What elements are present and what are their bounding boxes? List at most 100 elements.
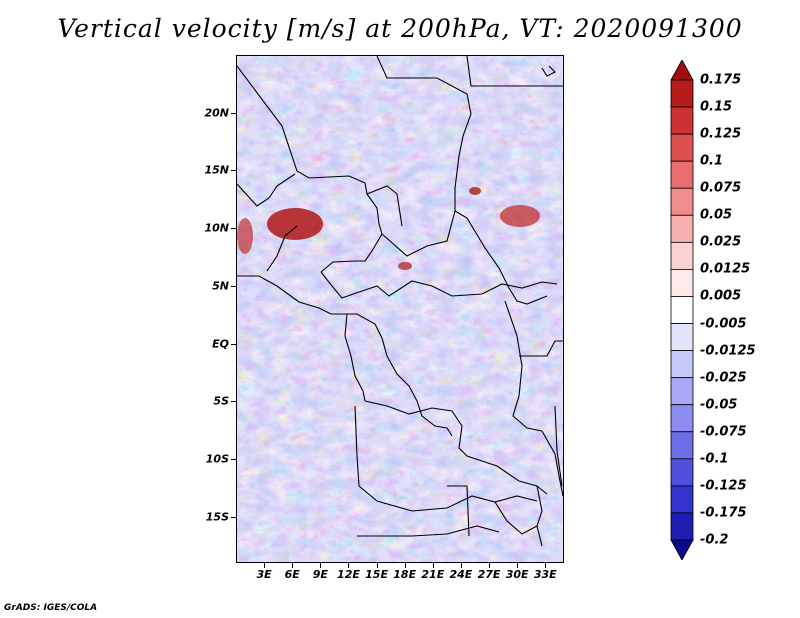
colorbar-segment bbox=[670, 323, 694, 351]
colorbar-label: 0.05 bbox=[700, 207, 733, 223]
colorbar-label: -0.005 bbox=[700, 316, 747, 332]
malawi-border bbox=[536, 485, 543, 547]
updraft-patch bbox=[500, 205, 540, 227]
egypt-libya-border bbox=[466, 56, 563, 87]
lake-tanganyika-border bbox=[541, 430, 563, 497]
vertical-velocity-map bbox=[237, 56, 563, 562]
colorbar-label: -0.05 bbox=[700, 397, 738, 413]
colorbar-label: -0.025 bbox=[700, 370, 747, 386]
colorbar-segment bbox=[670, 60, 694, 81]
longitude-tick bbox=[264, 563, 266, 568]
latitude-tick bbox=[231, 285, 236, 287]
colorbar-segment bbox=[670, 160, 694, 189]
map-frame bbox=[236, 55, 564, 563]
colorbar-label: 0.15 bbox=[700, 99, 733, 115]
niger-chad-border bbox=[237, 65, 383, 273]
colorbar-segment bbox=[670, 241, 694, 270]
lake-border bbox=[554, 405, 563, 487]
longitude-tick-label: 6E bbox=[284, 568, 300, 581]
longitude-tick-label: 27E bbox=[477, 568, 501, 581]
longitude-tick-label: 33E bbox=[533, 568, 557, 581]
colorbar-segment bbox=[670, 214, 694, 243]
chart-title: Vertical velocity [m/s] at 200hPa, VT: 2… bbox=[57, 14, 743, 43]
longitude-tick bbox=[320, 563, 322, 568]
colorbar-segment bbox=[670, 350, 694, 379]
longitude-tick-label: 9E bbox=[312, 568, 328, 581]
longitude-tick-label: 30E bbox=[505, 568, 529, 581]
colorbar-label: -0.0125 bbox=[700, 343, 756, 359]
coast-fragment bbox=[541, 65, 556, 77]
colorbar-label: -0.175 bbox=[700, 505, 747, 521]
latitude-tick bbox=[231, 401, 236, 403]
colorbar-segment bbox=[670, 296, 694, 324]
niger-south-border bbox=[237, 173, 296, 207]
colorbar-segment bbox=[670, 133, 694, 162]
latitude-tick-label: 10N bbox=[204, 221, 229, 235]
updraft-patch bbox=[398, 262, 412, 270]
chad-car-border bbox=[381, 210, 456, 257]
latitude-tick-label: 20N bbox=[204, 106, 229, 120]
strong-updraft-patches bbox=[237, 187, 540, 270]
latitude-tick-label: 15S bbox=[205, 510, 229, 524]
sudan-south-border bbox=[508, 287, 548, 305]
latitude-tick-label: 5N bbox=[212, 279, 229, 293]
updraft-patch bbox=[237, 218, 253, 254]
colorbar-segment bbox=[670, 539, 694, 560]
colorbar-segment bbox=[670, 458, 694, 487]
grads-footer: GrADS: IGES/COLA bbox=[4, 603, 98, 613]
longitude-tick bbox=[432, 563, 434, 568]
colorbar-label: 0.0125 bbox=[700, 261, 751, 277]
longitude-tick bbox=[489, 563, 491, 568]
colorbar-label: 0.025 bbox=[700, 234, 742, 250]
chad-east-border bbox=[366, 185, 403, 227]
colorbar-label: -0.1 bbox=[700, 451, 729, 467]
colorbar-label: 0.005 bbox=[700, 288, 742, 304]
country-borders bbox=[237, 56, 563, 547]
longitude-tick bbox=[376, 563, 378, 568]
car-south-border bbox=[320, 271, 558, 299]
longitude-tick-label: 24E bbox=[449, 568, 473, 581]
latitude-tick bbox=[231, 170, 236, 172]
longitude-tick-label: 12E bbox=[337, 568, 360, 581]
longitude-tick-label: 15E bbox=[365, 568, 388, 581]
latitude-tick-label: EQ bbox=[212, 337, 229, 351]
colorbar-label: 0.175 bbox=[700, 72, 742, 88]
nigeria-cameroon-border bbox=[266, 225, 298, 272]
latitude-tick bbox=[231, 459, 236, 461]
zambia-west-border bbox=[447, 485, 470, 537]
longitude-tick bbox=[460, 563, 462, 568]
updraft-patch bbox=[469, 187, 481, 195]
colorbar-segment bbox=[670, 485, 694, 514]
colorbar bbox=[670, 60, 694, 560]
colorbar-label: -0.075 bbox=[700, 424, 747, 440]
latitude-tick-label: 10S bbox=[205, 452, 229, 466]
longitude-tick bbox=[348, 563, 350, 568]
zambia-south-border bbox=[494, 501, 538, 535]
colorbar-segment bbox=[670, 512, 694, 541]
latitude-tick-label: 5S bbox=[213, 394, 229, 408]
coastline-gulf bbox=[237, 275, 332, 315]
latitude-tick-label: 15N bbox=[204, 163, 229, 177]
updraft-patch bbox=[267, 208, 323, 240]
colorbar-label: 0.125 bbox=[700, 126, 742, 142]
namibia-border bbox=[357, 525, 500, 537]
colorbar-label: -0.2 bbox=[700, 532, 729, 548]
longitude-tick-label: 21E bbox=[421, 568, 445, 581]
congo-border bbox=[331, 313, 453, 437]
sudan-west-border bbox=[376, 56, 510, 289]
colorbar-label: 0.1 bbox=[700, 153, 724, 169]
latitude-tick bbox=[231, 112, 236, 114]
gabon-border bbox=[344, 313, 366, 402]
colorbar-segment bbox=[670, 431, 694, 460]
angola-border bbox=[354, 405, 538, 512]
drc-south-border bbox=[364, 400, 548, 495]
colorbar-segment bbox=[670, 79, 694, 108]
colorbar-segment bbox=[670, 404, 694, 433]
latitude-tick bbox=[231, 516, 236, 518]
latitude-tick bbox=[231, 228, 236, 230]
longitude-tick bbox=[517, 563, 519, 568]
latitude-tick bbox=[231, 343, 236, 345]
longitude-tick bbox=[292, 563, 294, 568]
colorbar-segment bbox=[670, 269, 694, 297]
uganda-border bbox=[519, 340, 563, 357]
